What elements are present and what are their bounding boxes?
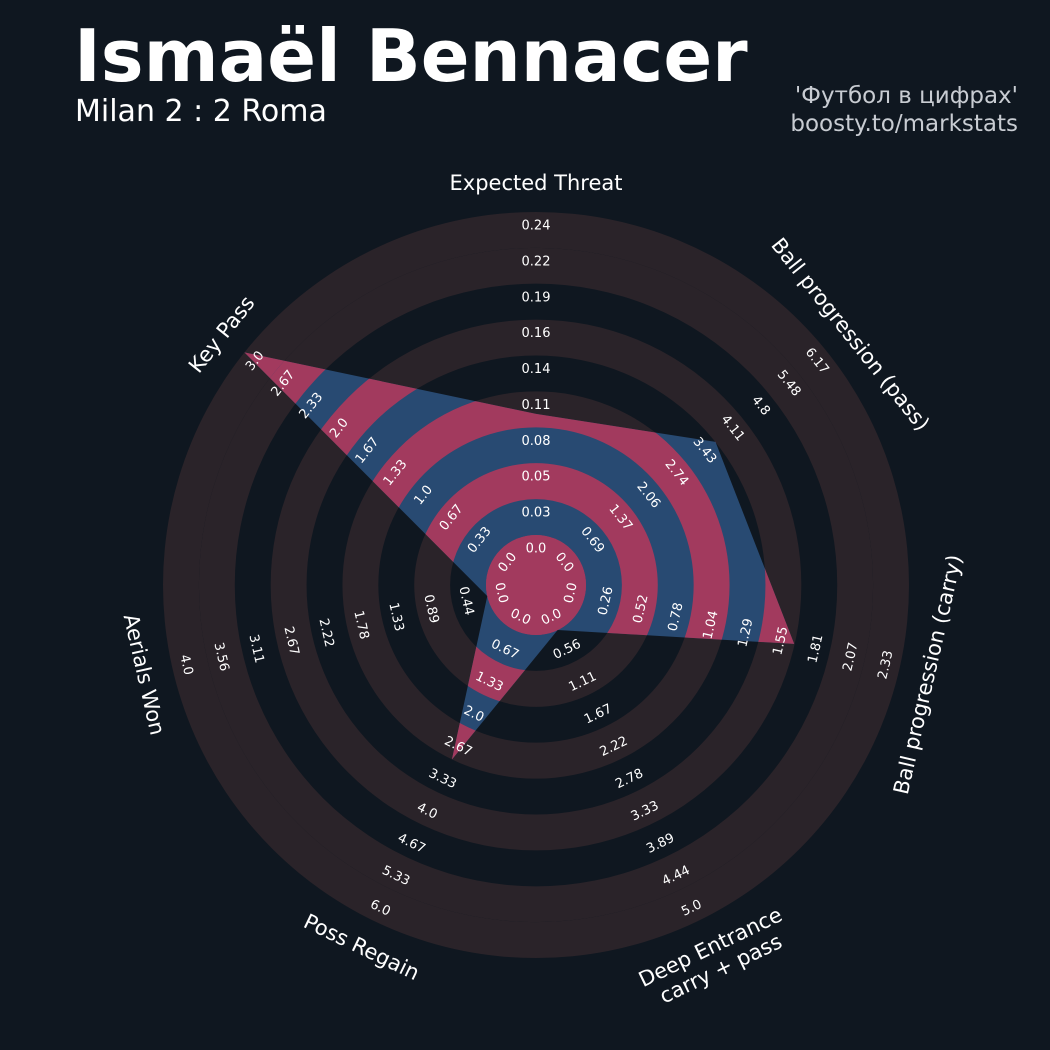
tick-label: 2.78: [613, 766, 646, 792]
tick-label: 0.56: [551, 637, 584, 663]
tick-label: 3.89: [644, 831, 677, 857]
tick-label: 3.33: [426, 766, 459, 792]
tick-label: 1.78: [350, 609, 371, 641]
tick-label: 0.19: [522, 290, 551, 305]
tick-label: 0.0: [491, 581, 510, 605]
param-label: Aerials Won: [119, 612, 170, 738]
tick-label: 1.04: [701, 609, 722, 641]
credit-line-1: 'Футбол в цифрах': [794, 83, 1018, 109]
tick-label: 0.44: [455, 585, 476, 617]
tick-label: 0.03: [522, 506, 551, 521]
tick-label: 0.05: [522, 470, 551, 485]
credit-line-2: boosty.to/markstats: [790, 111, 1018, 137]
tick-label: 0.52: [631, 593, 652, 625]
tick-label: 0.11: [522, 398, 551, 413]
tick-label: 3.11: [245, 633, 266, 665]
tick-label: 3.56: [210, 641, 231, 673]
tick-label: 4.8: [748, 393, 773, 419]
tick-label: 1.81: [805, 633, 826, 665]
match-subtitle: Milan 2 : 2 Roma: [75, 94, 327, 129]
param-label: Expected Threat: [450, 171, 623, 195]
tick-label: 2.33: [875, 649, 896, 681]
tick-label: 0.89: [420, 593, 441, 625]
tick-label: 2.07: [840, 641, 861, 673]
tick-label: 1.55: [770, 625, 791, 657]
tick-label: 1.67: [582, 701, 615, 727]
tick-label: 0.14: [522, 362, 551, 377]
tick-label: 0.26: [596, 585, 617, 617]
tick-label: 1.33: [385, 601, 406, 633]
radar-center-disk: [486, 535, 586, 635]
tick-label: 0.22: [522, 254, 551, 269]
tick-label: 0.0: [526, 542, 547, 557]
tick-label: 4.0: [176, 653, 195, 677]
tick-label: 0.78: [666, 601, 687, 633]
tick-label: 0.0: [561, 581, 580, 605]
tick-label: 0.08: [522, 434, 551, 449]
tick-label: 0.16: [522, 326, 551, 341]
tick-label: 2.67: [280, 625, 301, 657]
tick-label: 2.22: [315, 617, 336, 649]
tick-label: 0.24: [522, 219, 551, 234]
tick-label: 4.67: [395, 831, 428, 857]
player-name-title: Ismaël Bennacer: [74, 14, 748, 98]
tick-label: 1.29: [735, 617, 756, 649]
